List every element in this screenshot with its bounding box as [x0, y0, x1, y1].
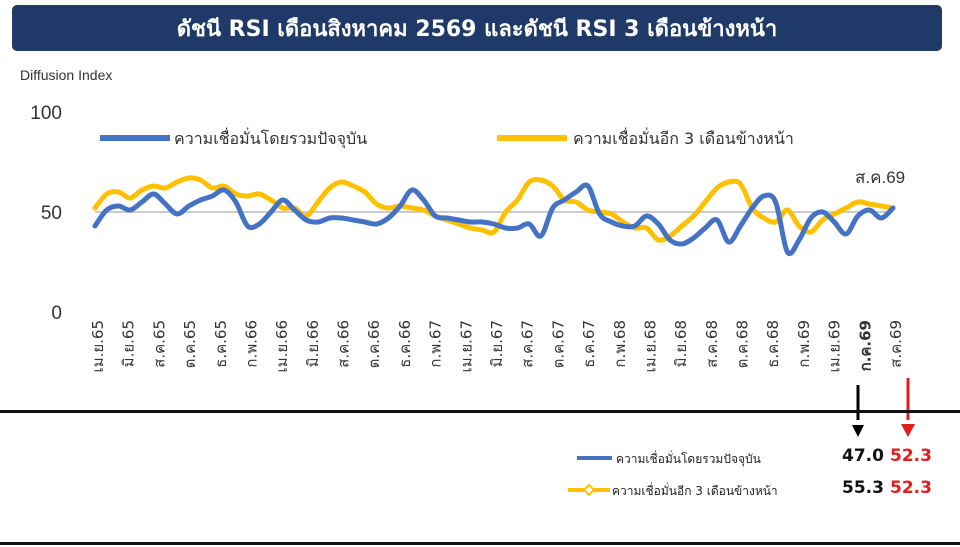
y-tick-label: 100	[30, 103, 62, 124]
chart-area: Diffusion Index 0 50 100 ความเชื่อมั่นโดยร…	[20, 67, 910, 420]
x-tick-label: ต.ค.67	[549, 320, 567, 368]
black-arrow-icon	[852, 425, 864, 437]
y-tick-label: 0	[51, 303, 62, 324]
divider-bottom	[0, 542, 960, 545]
legend-label-future: ความเชื่อมั่นอีก 3 เดือนข้างหน้า	[573, 127, 794, 148]
x-tick-label: ก.พ.68	[611, 320, 629, 368]
x-tick-label: ต.ค.66	[365, 320, 383, 368]
red-arrow-icon	[901, 424, 915, 437]
legend-label-current: ความเชื่อมั่นโดยรวมปัจจุบัน	[174, 127, 367, 149]
x-tick-label: มิ.ย.68	[672, 320, 690, 367]
x-tick-label: มิ.ย.66	[304, 320, 322, 367]
series-line-current	[92, 182, 896, 257]
x-tick-label: ธ.ค.67	[580, 320, 598, 368]
diamond-marker-icon	[582, 483, 596, 497]
summary-prev-current: 47.0	[842, 446, 884, 466]
x-tick-label: ก.พ.67	[427, 320, 445, 368]
x-tick-label: ต.ค.68	[734, 320, 752, 368]
chart-title: ดัชนี RSI เดือนสิงหาคม 2569 และดัชนี RSI…	[12, 5, 942, 51]
y-axis-title: Diffusion Index	[20, 67, 112, 83]
divider-top	[0, 410, 960, 413]
x-tick-label: ส.ค.68	[703, 320, 721, 368]
summary-now-current: 52.3	[890, 446, 932, 466]
x-tick-label: ก.พ.69	[795, 320, 813, 368]
summary-label-future: ความเชื่อมั่นอีก 3 เดือนข้างหน้า	[612, 484, 778, 498]
series-line-future	[92, 175, 896, 243]
x-tick-label: ธ.ค.66	[396, 320, 414, 368]
x-tick-label: ส.ค.67	[519, 320, 537, 368]
summary-label-current: ความเชื่อมั่นโดยรวมปัจจุบัน	[616, 452, 761, 466]
x-tick-label: เม.ย.67	[457, 320, 475, 372]
x-tick-label: ธ.ค.65	[212, 320, 230, 368]
summary-prev-future: 55.3	[842, 478, 884, 498]
x-tick-label: เม.ย.66	[273, 320, 291, 372]
x-tick-label: ส.ค.66	[335, 320, 353, 368]
x-tick-label: ส.ค.65	[150, 320, 168, 368]
x-tick-label: เม.ย.68	[642, 320, 660, 372]
x-tick-label: ต.ค.65	[181, 320, 199, 368]
x-tick-label: ธ.ค.68	[764, 320, 782, 368]
x-tick-label: เม.ย.69	[826, 320, 844, 372]
x-tick-label: มิ.ย.67	[488, 320, 506, 367]
x-tick-label: เม.ย.65	[89, 320, 107, 372]
y-tick-label: 50	[41, 203, 62, 224]
last-point-label: ส.ค.69	[855, 168, 905, 187]
x-tick-label: มิ.ย.65	[120, 320, 138, 367]
x-tick-label: ส.ค.69	[887, 320, 905, 368]
x-tick-label: ก.พ.66	[243, 320, 261, 368]
summary-now-future: 52.3	[890, 478, 932, 498]
x-tick-label: ก.ค.69	[856, 320, 874, 371]
